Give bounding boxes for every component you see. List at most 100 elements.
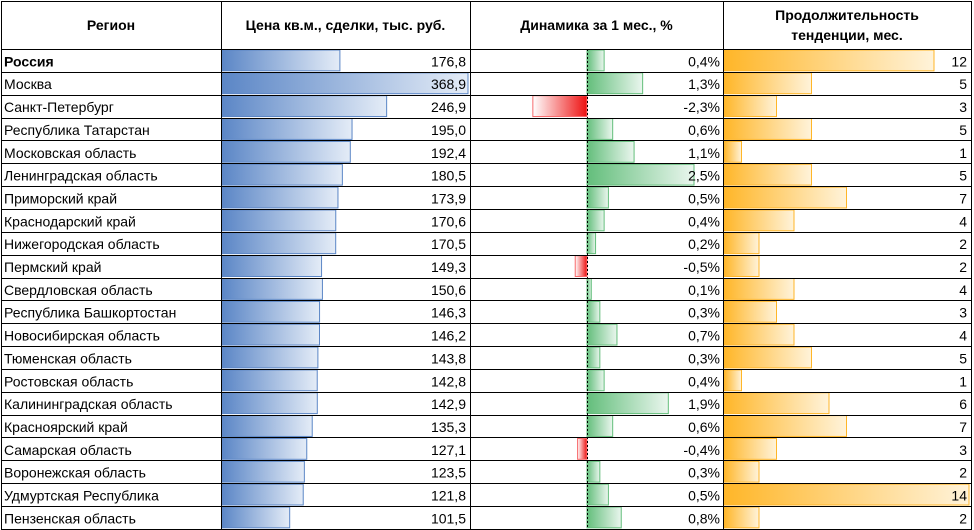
duration-value: 4 — [959, 213, 967, 229]
region-label: Нижегородская область — [4, 236, 160, 252]
price-bar — [221, 163, 343, 186]
price-bar — [221, 392, 318, 415]
duration-bar — [723, 49, 935, 72]
change-bar-positive — [586, 232, 597, 255]
change-bar-positive — [586, 72, 644, 95]
table-row: Ленинградская область 180,5 2,5% 5 — [4, 163, 967, 186]
region-label: Санкт-Петербург — [4, 99, 114, 115]
region-label: Тюменская область — [4, 350, 132, 366]
price-bar — [221, 437, 308, 460]
table-row: Республика Татарстан 195,0 0,6% 5 — [4, 118, 967, 140]
duration-value: 12 — [951, 53, 967, 69]
change-value: 0,4% — [688, 213, 720, 229]
change-value: 0,1% — [688, 282, 720, 298]
change-bar-positive — [586, 118, 614, 140]
change-value: 0,5% — [688, 488, 720, 504]
duration-value: 5 — [959, 122, 967, 138]
region-label: Свердловская область — [4, 282, 153, 298]
change-bar-positive — [586, 483, 609, 506]
table-row: Воронежская область 123,5 0,3% 2 — [4, 460, 967, 483]
duration-bar — [723, 140, 742, 163]
duration-value: 4 — [959, 282, 967, 298]
table-row: Санкт-Петербург 246,9 -2,3% 3 — [4, 95, 967, 118]
duration-value: 5 — [959, 168, 967, 184]
region-label: Воронежская область — [4, 465, 146, 481]
duration-bar — [723, 460, 760, 483]
table-row: Россия 176,8 0,4% 12 — [4, 49, 967, 72]
region-label: Пермский край — [4, 259, 101, 275]
change-bar-positive — [586, 415, 614, 437]
duration-bar — [723, 323, 795, 346]
change-value: 1,3% — [688, 76, 720, 92]
change-value: 0,4% — [688, 53, 720, 69]
price-value: 195,0 — [431, 122, 466, 138]
price-value: 121,8 — [431, 488, 466, 504]
price-bar — [221, 506, 291, 529]
region-label: Москва — [4, 76, 52, 92]
duration-bar — [723, 95, 777, 118]
header-cell-1: Регион — [87, 17, 135, 33]
price-value: 150,6 — [431, 282, 466, 298]
header-line: Продолжительность — [775, 7, 919, 23]
duration-value: 3 — [959, 99, 967, 115]
price-value: 173,9 — [431, 190, 466, 206]
table-row: Свердловская область 150,6 0,1% 4 — [4, 278, 967, 300]
change-bar-negative — [532, 95, 588, 118]
header-line: тенденции, мес. — [791, 27, 902, 43]
price-bar — [221, 49, 341, 72]
change-value: 0,3% — [688, 305, 720, 321]
region-label: Ростовская область — [4, 373, 133, 389]
price-bar — [221, 369, 318, 392]
duration-bar — [723, 483, 970, 506]
duration-bar — [723, 163, 812, 186]
change-value: 0,6% — [688, 122, 720, 138]
price-bar — [221, 118, 353, 140]
price-bar — [221, 415, 313, 437]
price-value: 368,9 — [431, 76, 466, 92]
change-value: 0,6% — [688, 419, 720, 435]
duration-value: 4 — [959, 328, 967, 344]
duration-value: 2 — [959, 236, 967, 252]
duration-bar — [723, 506, 760, 529]
duration-bar — [723, 437, 777, 460]
header-cell-4: Продолжительность тенденции, мес. — [775, 7, 919, 43]
table-row: Республика Башкортостан 146,3 0,3% 3 — [4, 300, 967, 323]
change-bar-positive — [586, 163, 695, 186]
header-cell-3: Динамика за 1 мес., % — [520, 17, 673, 33]
duration-value: 3 — [959, 305, 967, 321]
change-value: 0,3% — [688, 350, 720, 366]
change-value: 0,4% — [688, 373, 720, 389]
price-value: 135,3 — [431, 419, 466, 435]
change-value: 2,5% — [688, 168, 720, 184]
duration-bar — [723, 300, 777, 323]
duration-bar — [723, 118, 812, 140]
region-label: Пензенская область — [4, 510, 136, 526]
duration-value: 7 — [959, 419, 967, 435]
price-value: 123,5 — [431, 465, 466, 481]
duration-value: 1 — [959, 145, 967, 161]
price-bar — [221, 323, 320, 346]
price-value: 149,3 — [431, 259, 466, 275]
price-bar — [221, 255, 323, 277]
price-value: 142,8 — [431, 373, 466, 389]
price-bar — [221, 95, 388, 118]
duration-value: 1 — [959, 373, 967, 389]
change-bar-positive — [586, 369, 605, 392]
price-value: 176,8 — [431, 53, 466, 69]
change-value: -2,3% — [683, 99, 720, 115]
price-bar — [221, 186, 339, 209]
duration-bar — [723, 346, 812, 369]
duration-bar — [723, 255, 760, 277]
price-value: 101,5 — [431, 510, 466, 526]
region-label: Республика Татарстан — [4, 122, 150, 138]
change-value: -0,5% — [683, 259, 720, 275]
change-bar-positive — [586, 49, 605, 72]
table-row: Московская область 192,4 1,1% 1 — [4, 140, 967, 163]
price-value: 146,2 — [431, 328, 466, 344]
change-bar-positive — [586, 506, 622, 529]
duration-value: 2 — [959, 259, 967, 275]
change-bar-positive — [586, 186, 609, 209]
price-value: 170,5 — [431, 236, 466, 252]
change-value: 1,9% — [688, 396, 720, 412]
